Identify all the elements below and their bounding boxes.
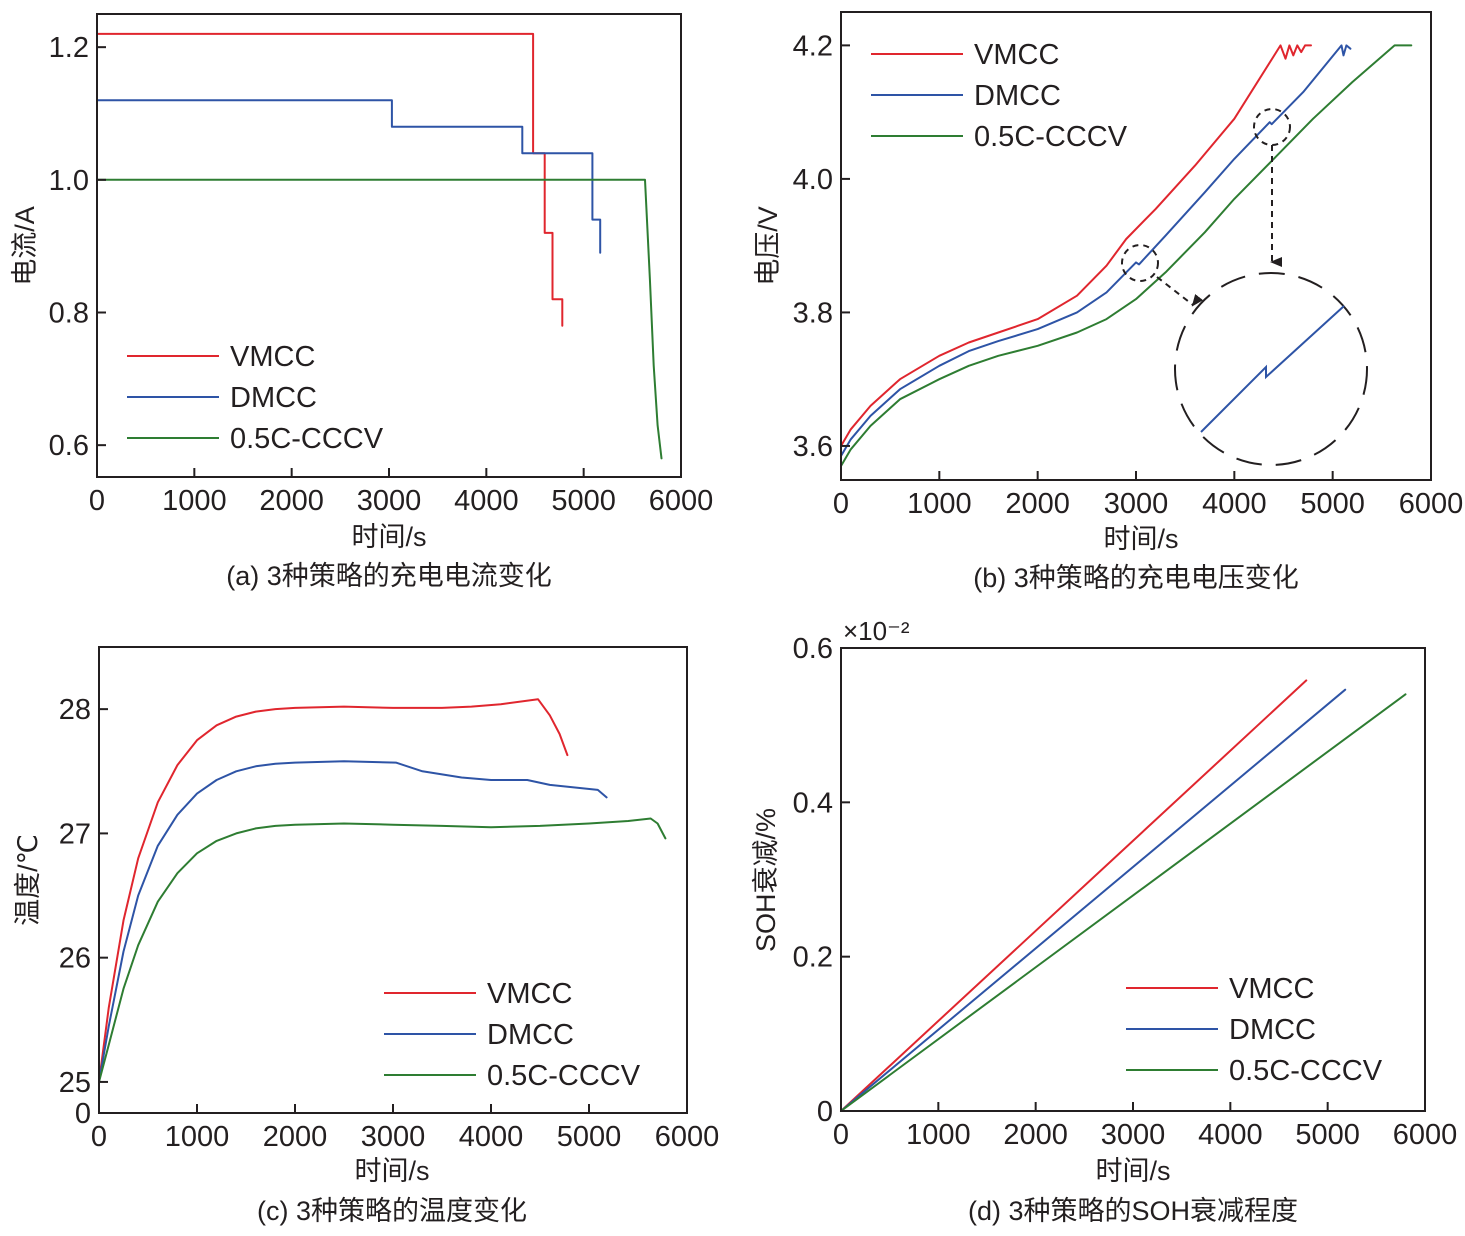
panel-c-xtick-label: 3000 <box>361 1121 426 1153</box>
panel-a-ytick-label: 0.6 <box>49 430 89 462</box>
panel-a-xtick-label: 1000 <box>162 485 227 517</box>
panel-b-legend-label: DMCC <box>974 80 1061 112</box>
panel-c-xtick-label: 4000 <box>459 1121 524 1153</box>
panel-c-legend-label: 0.5C-CCCV <box>487 1060 641 1092</box>
panel-c-xtick-label: 2000 <box>263 1121 328 1153</box>
panel-d-xtick-label: 6000 <box>1393 1119 1458 1151</box>
panel-c-caption: (c) 3种策略的温度变化 <box>257 1196 527 1226</box>
panel-c-ylabel: 温度/℃ <box>13 834 43 926</box>
panel-d-xtick-label: 5000 <box>1295 1119 1360 1151</box>
panel-b-xtick-label: 6000 <box>1399 488 1464 520</box>
panel-a-series-0-5c-cccv <box>96 178 663 460</box>
panel-a-xlabel: 时间/s <box>351 522 426 552</box>
panel-b-legend-label: 0.5C-CCCV <box>974 121 1128 153</box>
panel-c-axes-frame <box>98 646 688 1114</box>
panel-b-series-vmcc <box>840 44 1312 447</box>
panel-a-legend-label: VMCC <box>230 341 315 373</box>
panel-a-xtick-label: 5000 <box>551 485 616 517</box>
panel-d-series-0-5c-cccv <box>840 693 1407 1112</box>
panel-b-xtick-label: 1000 <box>907 488 972 520</box>
panel-d-ytick-label: 0.2 <box>793 942 833 974</box>
panel-d-legend-label: 0.5C-CCCV <box>1229 1055 1383 1087</box>
panel-b-series-dmcc <box>840 44 1352 457</box>
panel-a-series-vmcc <box>96 32 564 327</box>
panel-a-series-dmcc <box>96 99 602 254</box>
panel-d-axes-frame <box>840 647 1426 1112</box>
panel-b-series-0-5c-cccv <box>840 44 1413 467</box>
panel-b-ylabel: 电压/V <box>753 206 783 286</box>
panel-b-ytick-label: 4.0 <box>793 164 833 196</box>
panel-a-ytick-label: 0.8 <box>49 297 89 329</box>
panel-a-ytick-label: 1.0 <box>49 165 89 197</box>
panel-b-zoom-circle-1 <box>1121 244 1159 282</box>
panel-a-caption: (a) 3种策略的充电电流变化 <box>226 561 552 591</box>
panel-a-legend-label: DMCC <box>230 382 317 414</box>
panel-b-legend-label: VMCC <box>974 39 1059 71</box>
panel-d-ylabel: SOH衰减/% <box>751 808 781 952</box>
panel-b-xtick-label: 4000 <box>1202 488 1267 520</box>
panel-d-xlabel: 时间/s <box>1095 1156 1170 1186</box>
panel-c-xlabel: 时间/s <box>354 1156 429 1186</box>
panel-c-xtick-label: 5000 <box>557 1121 622 1153</box>
panel-c-xtick-label: 0 <box>91 1121 107 1153</box>
panel-a-xtick-label: 4000 <box>454 485 519 517</box>
panel-b-ytick-label: 4.2 <box>793 30 833 62</box>
panel-d-legend-label: VMCC <box>1229 973 1314 1005</box>
panel-a-xtick-label: 6000 <box>649 485 714 517</box>
panel-c-ybreak-label: 0 <box>75 1098 91 1130</box>
panel-b-xtick-label: 5000 <box>1300 488 1365 520</box>
panel-d-xtick-label: 1000 <box>906 1119 971 1151</box>
panel-b-inset-circle <box>1174 272 1368 466</box>
panel-c-ytick-label: 26 <box>59 943 91 975</box>
panel-b-xtick-label: 0 <box>833 488 849 520</box>
panel-d-soh: 时间/s (d) 3种策略的SOH衰减程度 SOH衰减/% ×10⁻² 0 100… <box>751 616 1457 1226</box>
panel-c-ytick-label: 28 <box>59 694 91 726</box>
panel-a-axes-frame <box>96 13 682 478</box>
panel-b-voltage: 时间/s (b) 3种策略的充电电压变化 电压/V 0 1000 2000 3000 4… <box>753 11 1464 593</box>
panel-a-legend-label: 0.5C-CCCV <box>230 423 384 455</box>
panel-c-legend-label: DMCC <box>487 1019 574 1051</box>
panel-c-legend-label: VMCC <box>487 978 572 1010</box>
panel-d-ytick-label: 0.4 <box>793 787 833 819</box>
panel-c-ytick-label: 25 <box>59 1067 91 1099</box>
panel-b-xlabel: 时间/s <box>1103 524 1178 554</box>
panel-a-ytick-label: 1.2 <box>49 32 89 64</box>
panel-d-xtick-label: 4000 <box>1198 1119 1263 1151</box>
panel-d-xtick-label: 2000 <box>1003 1119 1068 1151</box>
panel-d-series-dmcc <box>840 688 1347 1112</box>
panel-b-zoom-circle-2 <box>1253 108 1291 146</box>
panel-b-xtick-label: 3000 <box>1104 488 1169 520</box>
panel-a-xtick-label: 2000 <box>259 485 324 517</box>
panel-c-series-dmcc <box>98 760 608 1083</box>
panel-a-ylabel: 电流/A <box>10 206 40 286</box>
panel-c-series-0-5c-cccv <box>98 817 667 1083</box>
panel-b-arrow-1 <box>1156 276 1204 307</box>
panel-b-xtick-label: 2000 <box>1005 488 1070 520</box>
panel-a-current: 时间/s (a) 3种策略的充电电流变化 电流/A 0 1000 2000 3000 4… <box>10 13 714 591</box>
panel-c-series-vmcc <box>98 698 569 1083</box>
panel-c-ytick-label: 27 <box>59 818 91 850</box>
panel-c-temperature: 时间/s (c) 3种策略的温度变化 温度/℃ 0 1000 2000 3000 400… <box>13 646 720 1226</box>
panel-d-ytick-label: 0.6 <box>793 633 833 665</box>
panel-c-xtick-label: 1000 <box>165 1121 230 1153</box>
panel-d-xtick-label: 3000 <box>1101 1119 1166 1151</box>
panel-d-series-vmcc <box>840 679 1308 1112</box>
panel-d-xtick-label: 0 <box>833 1119 849 1151</box>
panel-d-legend-label: DMCC <box>1229 1014 1316 1046</box>
panel-b-ytick-label: 3.8 <box>793 297 833 329</box>
panel-b-caption: (b) 3种策略的充电电压变化 <box>973 563 1299 593</box>
panel-d-ytick-label: 0 <box>817 1096 833 1128</box>
panel-a-xtick-label: 0 <box>89 485 105 517</box>
panel-d-caption: (d) 3种策略的SOH衰减程度 <box>968 1196 1298 1226</box>
panel-a-xtick-label: 3000 <box>357 485 422 517</box>
panel-b-ytick-label: 3.6 <box>793 431 833 463</box>
panel-c-xtick-label: 6000 <box>655 1121 720 1153</box>
panel-d-y-multiplier: ×10⁻² <box>843 616 910 646</box>
panel-b-inset-series-dmcc <box>1200 305 1345 433</box>
